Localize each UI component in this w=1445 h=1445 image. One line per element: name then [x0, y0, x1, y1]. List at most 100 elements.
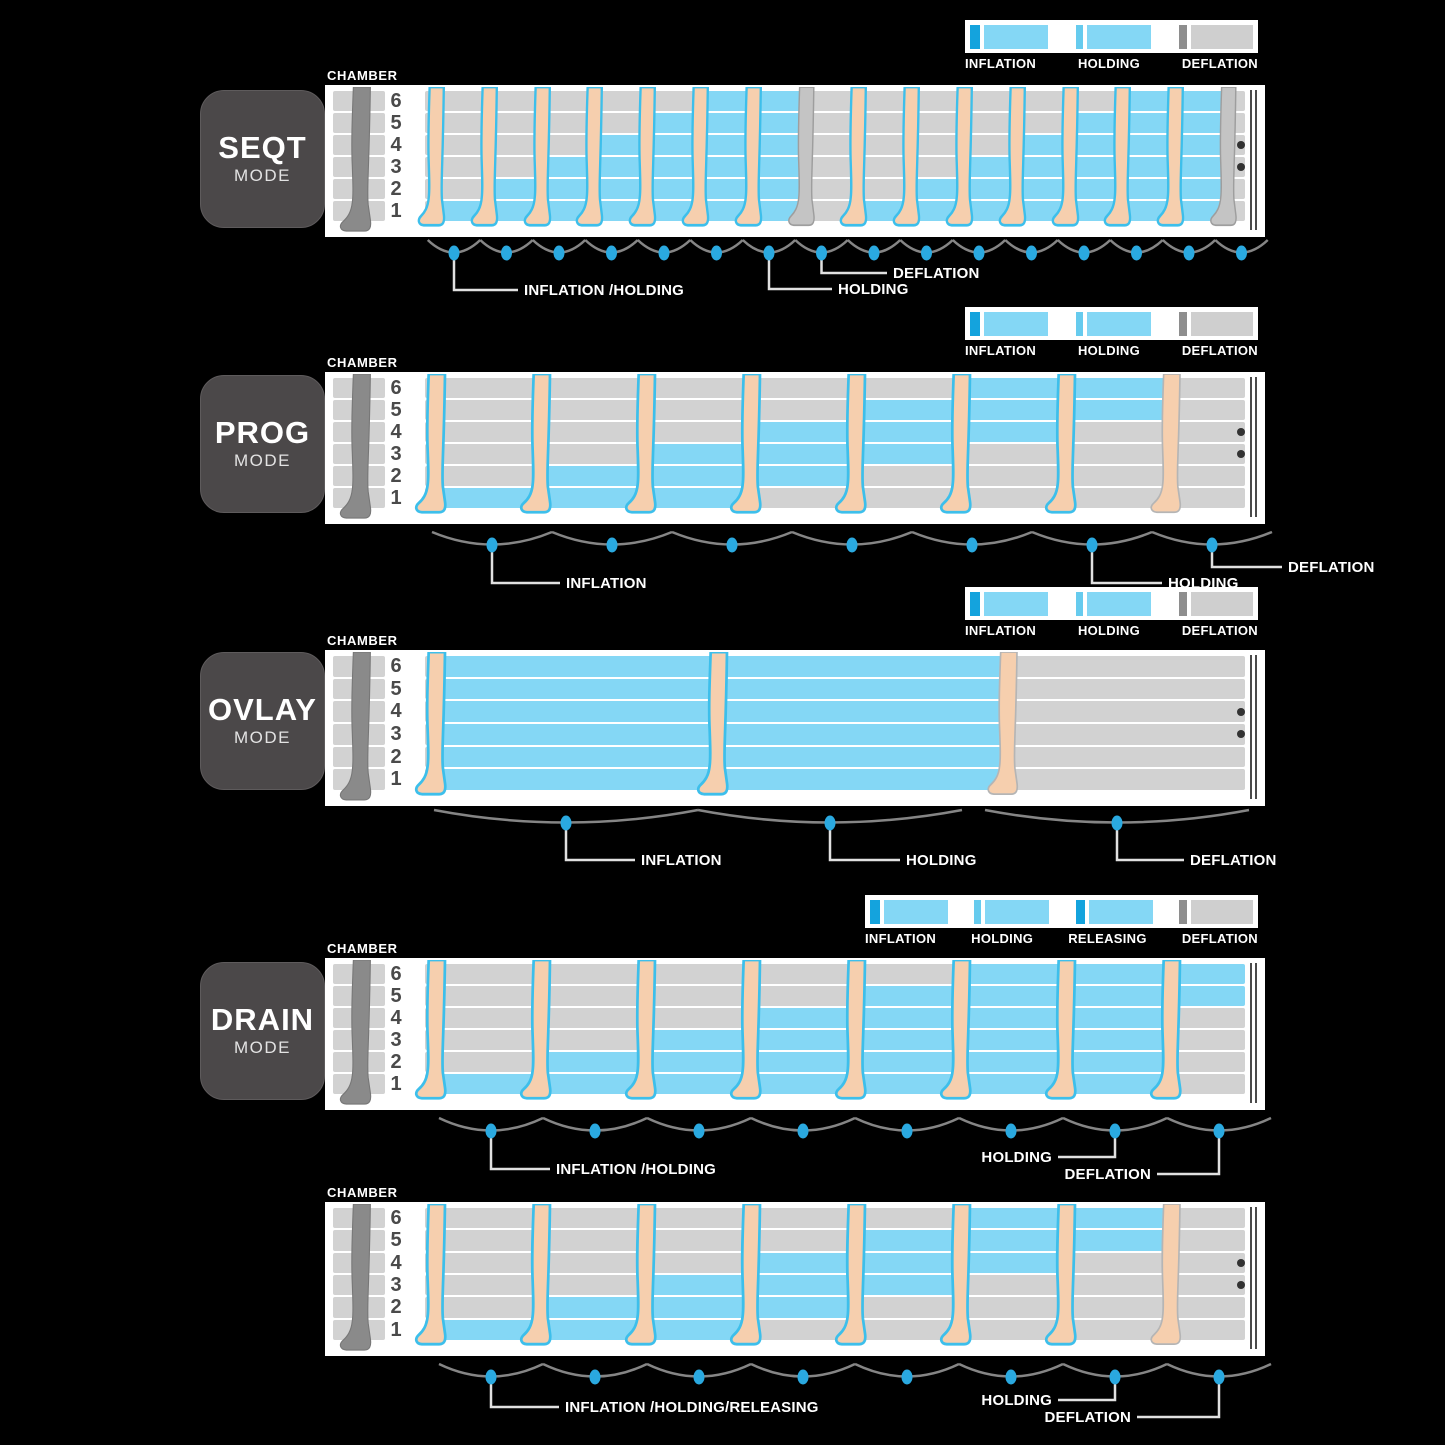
timeline-dot-blue — [693, 1123, 705, 1139]
chamber-band — [546, 986, 649, 1006]
chamber-band — [441, 986, 544, 1006]
chamber-band — [1071, 1052, 1174, 1072]
chamber-band — [1176, 1275, 1245, 1296]
chamber-band — [966, 1252, 1069, 1273]
chamber-band — [1127, 113, 1179, 133]
chamber-band — [966, 964, 1069, 984]
chamber-band — [546, 1230, 649, 1251]
mode-button-ovlay[interactable]: OVLAY MODE — [200, 652, 325, 790]
timeline-ovlay-1 — [325, 801, 1445, 891]
legend-bar-ovlay — [965, 587, 1258, 620]
chamber-band — [1180, 91, 1231, 111]
timeline-label: DEFLATION — [1064, 1166, 1151, 1183]
chamber-band — [723, 724, 1011, 745]
leg-icon — [1102, 87, 1142, 229]
timeline-dot-blue — [1005, 1369, 1017, 1385]
chamber-band — [966, 1275, 1069, 1296]
leg-icon — [1043, 1204, 1089, 1348]
inflation-fill-swatch — [984, 24, 1048, 49]
chamber-band — [1176, 400, 1245, 420]
chamber-band — [861, 1208, 964, 1229]
chamber-band — [1071, 1030, 1174, 1050]
legend-labels-prog: INFLATION HOLDING DEFLATION — [965, 343, 1258, 358]
timeline-dot-blue — [486, 537, 498, 553]
leg-icon — [833, 960, 879, 1102]
timeline-dot-blue — [589, 1123, 601, 1139]
timeline-dot-blue — [1206, 537, 1218, 553]
legend-item-holding — [1076, 24, 1151, 49]
chamber-band — [756, 1230, 859, 1251]
timeline-connector — [767, 259, 832, 291]
timeline-prog-1 — [325, 523, 1445, 613]
chamber-number: 4 — [390, 134, 402, 156]
timeline-label: INFLATION /HOLDING — [556, 1161, 716, 1178]
chamber-band — [441, 724, 721, 745]
timeline-drain-1 — [325, 1109, 1445, 1199]
timeline-dot-blue — [1109, 1369, 1121, 1385]
chamber-band — [756, 466, 859, 486]
chamber-band — [861, 422, 964, 442]
chamber-band — [966, 422, 1069, 442]
chamber-band — [756, 1052, 859, 1072]
chamber-band — [651, 1052, 754, 1072]
chamber-band — [1176, 1008, 1245, 1028]
timeline-dot-blue — [606, 245, 617, 261]
chamber-number: 4 — [390, 700, 402, 723]
chamber-band — [441, 444, 544, 464]
chamber-band — [966, 1030, 1069, 1050]
timeline-dot-blue — [560, 815, 572, 831]
chamber-band — [651, 1008, 754, 1028]
ellipsis-dot — [1237, 428, 1245, 436]
chamber-band — [599, 113, 651, 133]
chamber-number: 6 — [390, 377, 402, 399]
chamber-band — [1021, 135, 1073, 155]
legend-label: RELEASING — [1068, 931, 1147, 946]
ellipsis-dot — [1237, 707, 1245, 716]
chamber-band — [441, 678, 721, 700]
mode-button-drain[interactable]: DRAIN MODE — [200, 962, 325, 1100]
chamber-band — [757, 157, 809, 177]
chamber-band — [1071, 1074, 1174, 1094]
chamber-number: 3 — [390, 723, 402, 745]
mode-name: OVLAY — [208, 692, 317, 727]
chamber-band — [863, 91, 915, 111]
chamber-band — [1127, 157, 1179, 177]
chamber-band — [756, 400, 859, 420]
chamber-band — [1074, 91, 1126, 111]
chamber-band — [1176, 964, 1245, 984]
mode-button-prog[interactable]: PROG MODE — [200, 375, 325, 513]
panel-end-line — [1250, 655, 1252, 799]
chamber-band — [861, 378, 964, 398]
timeline-dot-blue — [485, 1369, 497, 1385]
chamber-band — [546, 135, 598, 155]
chamber-band — [1071, 378, 1174, 398]
chamber-number: 6 — [390, 963, 402, 985]
chamber-band — [1233, 179, 1245, 199]
chamber-band — [1071, 444, 1174, 464]
chamber-band — [966, 400, 1069, 420]
timeline-connector — [564, 829, 635, 862]
chamber-band — [546, 1008, 649, 1028]
mode-button-seqt[interactable]: SEQT MODE — [200, 90, 325, 228]
chamber-band — [966, 1208, 1069, 1229]
timeline-dot-blue — [448, 245, 460, 261]
chamber-band — [705, 157, 756, 177]
chamber-band — [916, 157, 967, 177]
timeline-dot-gray — [1236, 245, 1247, 261]
chamber-band — [652, 179, 703, 199]
chamber-band — [651, 1275, 754, 1296]
leg-icon — [1148, 374, 1194, 516]
chamber-band — [1176, 1319, 1245, 1340]
timeline-label: INFLATION — [641, 852, 722, 869]
chamber-number: 6 — [390, 655, 402, 677]
chamber-number: 4 — [390, 1007, 402, 1029]
chamber-band — [1071, 422, 1174, 442]
panel-end-line — [1255, 1207, 1257, 1349]
chamber-band — [546, 1252, 649, 1273]
leg-icon — [413, 374, 459, 516]
chamber-number: 1 — [390, 768, 402, 791]
chamber-band — [441, 378, 544, 398]
chamber-band — [1176, 488, 1245, 508]
timeline-dot-blue — [1183, 245, 1195, 261]
